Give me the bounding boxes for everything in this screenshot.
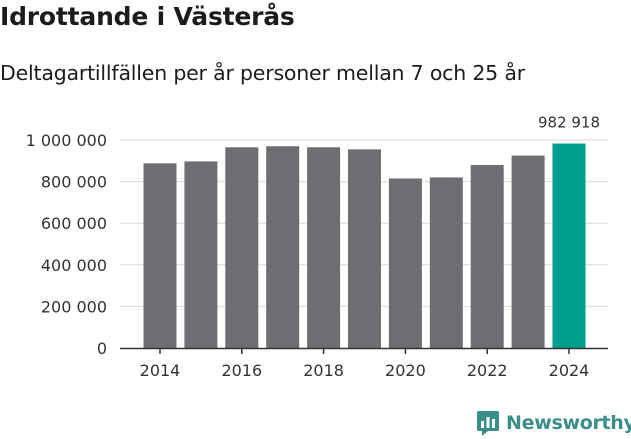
x-tick-label: 2018 (303, 361, 344, 380)
y-tick-label: 600 000 (41, 214, 107, 233)
chart-subtitle: Deltagartillfällen per år personer mella… (0, 61, 525, 85)
y-tick-label: 0 (97, 339, 107, 358)
brand-name: Newsworthy (506, 412, 631, 434)
x-tick-label: 2020 (385, 361, 426, 380)
bar-2015 (184, 161, 218, 348)
chart-title: Idrottande i Västerås (0, 2, 295, 31)
bar-2017 (266, 146, 300, 348)
bar-2019 (348, 149, 381, 348)
x-tick-label: 2014 (140, 361, 181, 380)
bar-2024 (552, 143, 586, 348)
y-tick-label: 1 000 000 (26, 131, 107, 150)
y-tick-label: 200 000 (41, 297, 107, 316)
bar-2014 (143, 163, 177, 348)
x-tick-label: 2016 (221, 361, 262, 380)
y-tick-label: 400 000 (41, 256, 107, 275)
bar-2018 (307, 147, 341, 348)
bars (143, 143, 586, 348)
x-tick-label: 2022 (467, 361, 508, 380)
bar-2020 (388, 178, 422, 348)
bar-2021 (429, 177, 463, 348)
axes (120, 347, 608, 354)
data-label: 982 918 (538, 114, 600, 132)
x-tick-label: 2024 (549, 361, 590, 380)
labels: 0 200 000 400 000 600 000 800 000 1 000 000 20… (26, 114, 600, 380)
y-tick-label: 800 000 (41, 173, 107, 192)
newsworthy-logo: Newsworthy (476, 407, 631, 439)
bar-2023 (511, 155, 545, 348)
bar-2022 (470, 164, 504, 348)
bar-2016 (225, 147, 259, 348)
bar-chart-speech-bubble-icon (477, 410, 499, 436)
